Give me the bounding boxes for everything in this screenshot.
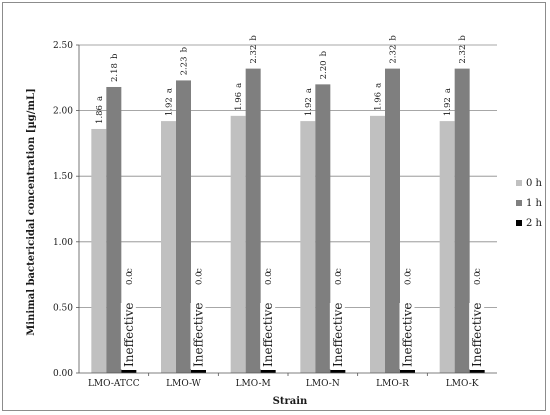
y-tick-label: 1.50	[53, 172, 73, 182]
legend-label: 0 h	[526, 178, 543, 189]
significance-letter: a	[304, 88, 314, 93]
ineffective-annotation: Ineffective	[401, 303, 415, 367]
legend-label: 1 h	[526, 198, 543, 209]
bar	[370, 115, 385, 374]
data-labels: 1.86a2.18b0.0cIneffective1.92a2.23b0.0cI…	[95, 35, 485, 369]
data-label: 1.92	[443, 97, 453, 116]
data-label: 2.32	[249, 45, 259, 64]
data-label: 2.20	[319, 60, 329, 79]
bar	[385, 68, 400, 373]
y-tick-label: 0.50	[53, 303, 73, 313]
bar	[315, 84, 331, 374]
y-axis-title: Minimal bactericidal concentration [µg/m…	[26, 88, 37, 336]
annotation-background	[329, 303, 345, 369]
data-label: 0.0	[404, 271, 414, 285]
bar	[454, 68, 470, 373]
annotation-background	[120, 303, 136, 369]
annotation-background	[190, 303, 206, 369]
bar	[106, 86, 122, 373]
significance-letter: a	[234, 83, 244, 88]
significance-letter: a	[165, 88, 175, 93]
x-axis-title: Strain	[273, 396, 308, 407]
ineffective-annotation: Ineffective	[331, 303, 345, 367]
data-label: 0.0	[334, 271, 344, 285]
significance-letter: a	[95, 96, 105, 101]
legend: 0 h 1 h 2 h	[516, 178, 543, 229]
axes: 0.00 0.50 1.00 1.50 2.00 2.50 LMO-ATCC LMO-W LMO…	[53, 41, 497, 389]
bars	[91, 68, 485, 374]
annotation-background	[469, 303, 485, 369]
bar	[439, 121, 455, 373]
data-label: 2.32	[389, 45, 399, 64]
legend-label: 2 h	[526, 218, 543, 229]
data-label: 0.0	[264, 271, 274, 285]
data-label: 1.96	[234, 92, 244, 111]
bar	[400, 370, 415, 373]
bar	[91, 128, 107, 373]
significance-letter: a	[374, 83, 384, 88]
significance-letter: c	[195, 268, 205, 273]
significance-letter: b	[319, 50, 329, 56]
significance-letter: b	[110, 53, 120, 59]
data-label: 2.23	[180, 56, 190, 75]
ineffective-annotation: Ineffective	[261, 303, 275, 367]
bar	[176, 80, 191, 373]
bar	[300, 121, 316, 373]
significance-letter: b	[180, 46, 190, 52]
significance-letter: b	[458, 35, 468, 41]
significance-letter: c	[334, 268, 344, 273]
bar	[161, 121, 176, 373]
data-label: 0.0	[125, 271, 135, 285]
legend-swatch	[516, 200, 522, 206]
data-label: 0.0	[473, 271, 483, 285]
significance-letter: c	[264, 268, 274, 273]
x-tick-label: LMO-K	[446, 379, 479, 389]
significance-letter: c	[125, 268, 135, 273]
x-tick-label: LMO-ATCC	[88, 379, 140, 389]
x-tick-label: LMO-M	[236, 379, 271, 389]
annotation-background	[399, 303, 415, 369]
bar	[260, 370, 276, 373]
annotation-background	[260, 303, 276, 369]
significance-letter: c	[473, 268, 483, 273]
legend-swatch	[516, 180, 522, 186]
bar	[245, 68, 261, 373]
bar	[191, 370, 206, 373]
gridlines	[79, 44, 497, 308]
data-label: 1.92	[165, 97, 175, 116]
data-label: 0.0	[195, 271, 205, 285]
y-tick-label: 1.00	[53, 238, 73, 248]
y-tick-label: 2.00	[53, 107, 73, 117]
y-tick-label: 2.50	[53, 41, 73, 51]
significance-letter: c	[404, 268, 414, 273]
data-label: 1.92	[304, 97, 314, 116]
x-tick-label: LMO-N	[306, 379, 340, 389]
data-label: 1.96	[374, 92, 384, 111]
data-label: 2.32	[458, 45, 468, 64]
bar	[330, 370, 346, 373]
ineffective-annotation: Ineffective	[192, 303, 206, 367]
bar	[121, 370, 137, 373]
x-tick-label: LMO-W	[166, 379, 201, 389]
significance-letter: a	[443, 88, 453, 93]
y-tick-label: 0.00	[53, 369, 73, 379]
legend-swatch	[516, 220, 522, 226]
ineffective-annotation: Ineffective	[122, 303, 136, 367]
x-tick-label: LMO-R	[376, 379, 409, 389]
data-label: 1.86	[95, 105, 105, 124]
bar	[469, 370, 485, 373]
data-label: 2.18	[110, 63, 120, 82]
significance-letter: b	[249, 35, 259, 41]
bar	[230, 115, 246, 374]
significance-letter: b	[389, 35, 399, 41]
ineffective-annotation: Ineffective	[470, 303, 484, 367]
